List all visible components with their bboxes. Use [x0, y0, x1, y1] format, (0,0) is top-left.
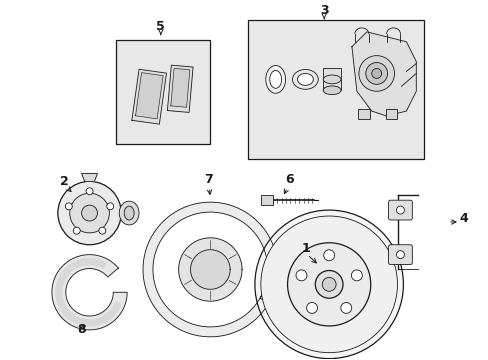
Text: 3: 3: [319, 4, 328, 17]
Bar: [385, 109, 397, 119]
Bar: [260, 195, 272, 205]
Circle shape: [323, 250, 334, 261]
Polygon shape: [56, 258, 121, 326]
Circle shape: [371, 68, 381, 78]
Ellipse shape: [323, 86, 340, 95]
Ellipse shape: [292, 69, 318, 89]
Ellipse shape: [124, 206, 134, 220]
Circle shape: [81, 205, 97, 221]
Circle shape: [70, 193, 109, 233]
Ellipse shape: [265, 66, 285, 93]
Polygon shape: [170, 68, 189, 107]
Circle shape: [322, 278, 335, 291]
Polygon shape: [81, 174, 97, 181]
Circle shape: [260, 216, 397, 353]
Bar: [116, 40, 210, 144]
Polygon shape: [190, 250, 230, 289]
Circle shape: [365, 63, 387, 84]
Text: 8: 8: [77, 323, 86, 336]
Ellipse shape: [396, 206, 404, 214]
Text: 2: 2: [61, 175, 69, 188]
Text: 7: 7: [203, 174, 212, 186]
Circle shape: [73, 227, 80, 234]
Polygon shape: [132, 69, 166, 124]
Circle shape: [106, 203, 114, 210]
Text: 6: 6: [285, 174, 293, 186]
Ellipse shape: [323, 75, 340, 84]
Polygon shape: [351, 32, 415, 116]
Ellipse shape: [396, 251, 404, 258]
Circle shape: [58, 181, 121, 245]
Circle shape: [86, 188, 93, 195]
Circle shape: [254, 210, 403, 359]
Circle shape: [65, 203, 72, 210]
Circle shape: [340, 302, 351, 313]
FancyBboxPatch shape: [388, 245, 411, 265]
Polygon shape: [142, 202, 277, 337]
Circle shape: [358, 55, 394, 91]
Text: 5: 5: [156, 20, 165, 33]
FancyBboxPatch shape: [388, 200, 411, 220]
Polygon shape: [135, 73, 163, 119]
Circle shape: [287, 243, 370, 326]
Circle shape: [315, 270, 342, 298]
Circle shape: [295, 270, 306, 281]
Circle shape: [99, 227, 105, 234]
Polygon shape: [52, 255, 127, 330]
Bar: [323, 68, 340, 90]
Ellipse shape: [119, 201, 139, 225]
Ellipse shape: [297, 73, 313, 85]
Circle shape: [351, 270, 362, 281]
Polygon shape: [167, 65, 193, 112]
Text: 4: 4: [459, 212, 467, 225]
Circle shape: [306, 302, 317, 313]
Ellipse shape: [269, 71, 281, 88]
Bar: [357, 109, 369, 119]
Text: 1: 1: [302, 242, 310, 255]
Polygon shape: [178, 238, 242, 301]
Bar: [247, 20, 424, 159]
